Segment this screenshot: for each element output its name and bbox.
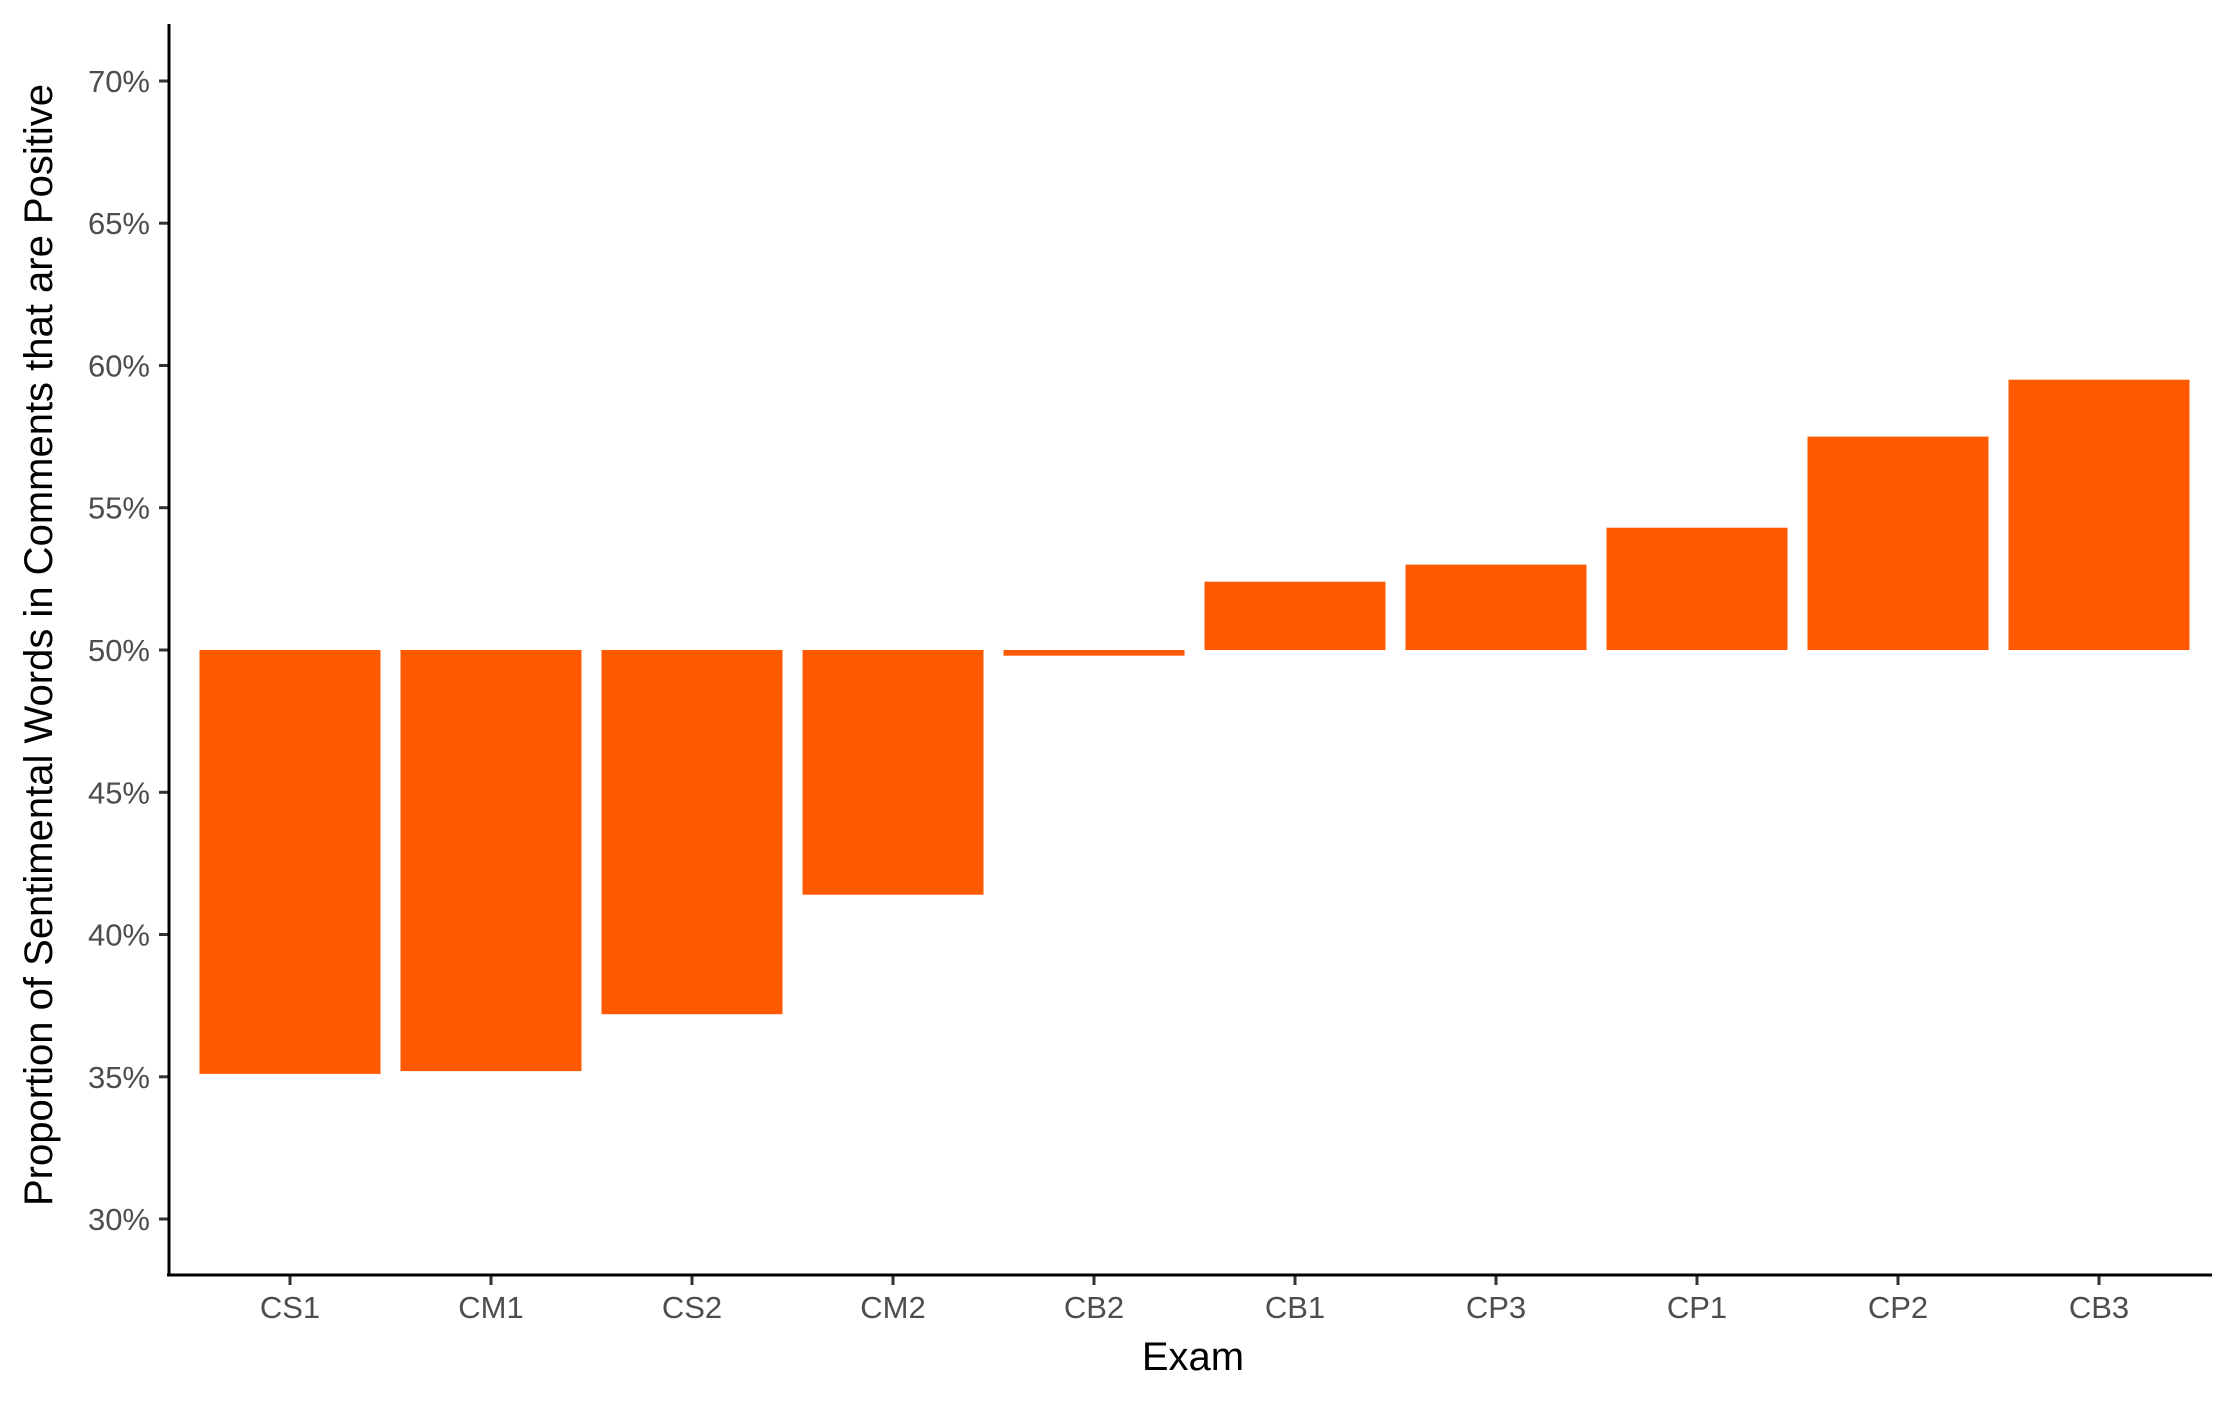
bars-layer (199, 379, 2190, 1074)
y-tick-label: 50% (88, 633, 150, 668)
y-tick-label: 60% (88, 349, 150, 384)
x-tick-label: CM1 (458, 1290, 523, 1325)
x-axis-title: Exam (1142, 1335, 1244, 1379)
x-tick-label: CB1 (1265, 1290, 1325, 1325)
x-tick-label: CS2 (662, 1290, 722, 1325)
bar-cm2 (802, 650, 984, 895)
bar-cp3 (1405, 564, 1587, 650)
x-tick-label: CB2 (1064, 1290, 1124, 1325)
y-axis-title: Proportion of Sentimental Words in Comme… (17, 84, 61, 1206)
x-tick-label: CP2 (1868, 1290, 1928, 1325)
y-tick-label: 35% (88, 1060, 150, 1095)
bar-cs1 (199, 650, 381, 1074)
x-axis-ticks: CS1 CM1 CS2 CM2 CB2 CB1 CP3 CP1 CP2 CB3 (260, 1275, 2129, 1325)
x-tick-label: CP1 (1667, 1290, 1727, 1325)
x-tick-label: CS1 (260, 1290, 320, 1325)
bar-cp2 (1807, 436, 1989, 650)
y-tick-label: 45% (88, 775, 150, 810)
y-tick-label: 55% (88, 491, 150, 526)
y-axis-ticks: 30% 35% 40% 45% 50% 55% 60% 65% 70% (88, 64, 169, 1237)
y-tick-label: 65% (88, 206, 150, 241)
bar-cs2 (601, 650, 783, 1015)
y-tick-label: 40% (88, 918, 150, 953)
y-tick-label: 70% (88, 64, 150, 99)
y-tick-label: 30% (88, 1202, 150, 1237)
bar-cm1 (400, 650, 582, 1072)
x-tick-label: CB3 (2069, 1290, 2129, 1325)
bar-cb2 (1003, 650, 1185, 656)
bar-cb3 (2008, 379, 2190, 650)
x-tick-label: CM2 (860, 1290, 925, 1325)
bar-cb1 (1204, 581, 1386, 650)
x-tick-label: CP3 (1466, 1290, 1526, 1325)
bar-cp1 (1606, 527, 1788, 650)
